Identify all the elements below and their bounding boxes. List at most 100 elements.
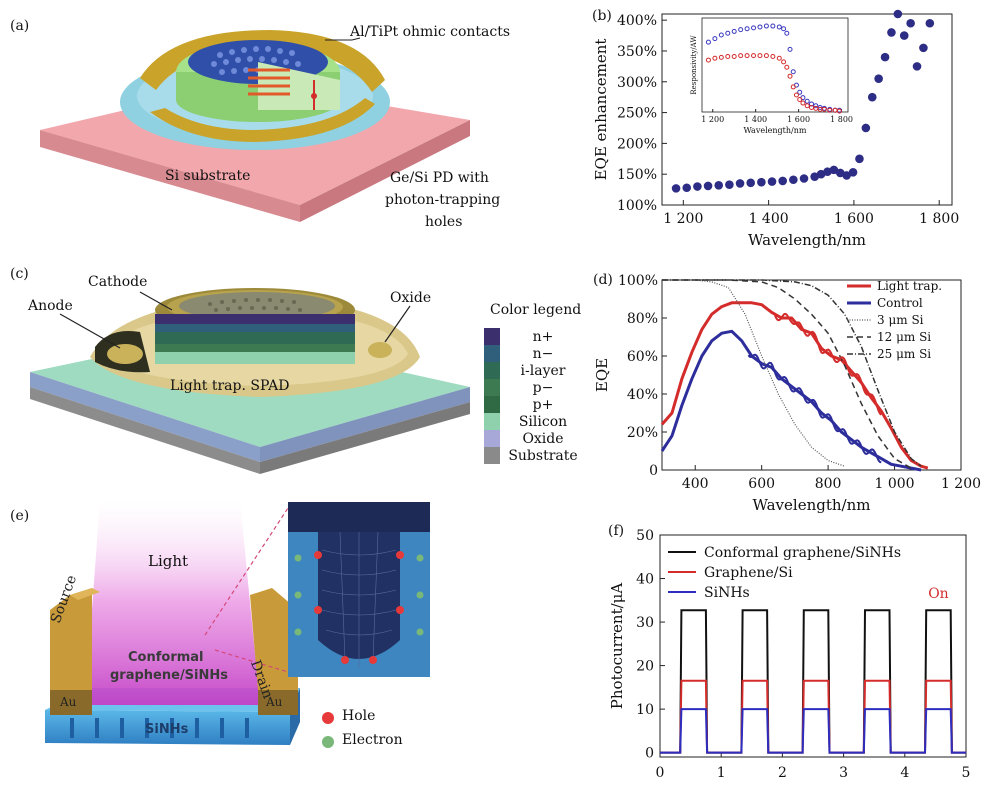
inset-data-point [790, 69, 796, 75]
series-line [662, 279, 912, 469]
data-point [778, 176, 787, 186]
series-line [660, 301, 929, 470]
data-point [848, 168, 858, 177]
panel-e-illustration [45, 500, 430, 748]
color-legend-label: p+ [532, 396, 554, 413]
color-legend-label: n− [532, 345, 554, 362]
inset-data-point [784, 30, 790, 36]
y-tick-label: 50 [636, 528, 654, 544]
inset-data-point [781, 59, 787, 65]
data-point [671, 184, 681, 193]
y-axis-label: Photocurrent/μA [608, 583, 626, 710]
y-tick-label: 100% [617, 198, 657, 214]
inset-data-point [821, 106, 827, 112]
inset-data-point [776, 55, 782, 61]
legend-label: Light trap. [877, 279, 942, 293]
color-legend-item: Silicon [484, 413, 582, 430]
inset-data-point [731, 28, 737, 34]
data-point [867, 92, 877, 102]
color-legend-item: p+ [484, 396, 582, 413]
au-label-right: Au [266, 695, 283, 709]
color-legend-swatch [484, 362, 500, 379]
data-point [880, 52, 890, 62]
inset-data-point [763, 53, 769, 59]
data-point [912, 62, 922, 71]
data-point [703, 181, 713, 191]
data-point [842, 171, 851, 180]
color-legend: n+ n− i-layer p− p+ Silicon Oxide Substrate [484, 328, 582, 464]
panel-e-label: (e) [10, 508, 30, 524]
panel-f-label: (f) [608, 523, 625, 539]
inset-data-point [770, 23, 776, 29]
chart-b-frame [661, 13, 953, 206]
hole-dot [322, 712, 334, 724]
panel-a-illustration [40, 30, 470, 222]
data-point [855, 154, 864, 164]
chart-d-frame [661, 279, 962, 471]
panel-b: (b) 100% 150% 200% 250% 300% 350% 400% 1 200 1 4… [580, 0, 981, 255]
inset-y-axis-label: Responsivity/AW [690, 35, 698, 95]
color-legend-swatch [484, 396, 500, 413]
data-point [829, 165, 839, 175]
x-tick-label: 1 400 [749, 211, 789, 227]
x-tick-label: 2 [778, 765, 787, 781]
chart-b: 100% 150% 200% 250% 300% 350% 400% 1 200 1 400 1 … [592, 9, 959, 249]
color-legend-item: n+ [484, 328, 582, 345]
pd-label-line2: photon-trapping [385, 192, 501, 208]
color-legend-swatch [484, 413, 500, 430]
color-legend-item: i-layer [484, 362, 582, 379]
y-tick-label: 20 [636, 659, 654, 675]
panel-f: (f) 0 10 20 30 40 50 0 1 2 3 4 5 Photocurrent/μA Conf… [600, 515, 981, 787]
data-point [757, 177, 766, 187]
inset-data-point [705, 57, 711, 63]
legend-label: SiNHs [704, 585, 750, 601]
inset-data-point [770, 53, 776, 59]
legend-label: Graphene/Si [704, 565, 793, 581]
inset-data-point [718, 54, 724, 60]
light-label: Light [148, 552, 189, 570]
y-axis-label: EQE [593, 358, 611, 392]
color-legend-item: Oxide [484, 430, 582, 447]
inset-data-point [738, 27, 744, 33]
data-point [799, 174, 809, 183]
y-tick-label: 40 [636, 572, 654, 588]
y-tick-label: 250% [617, 106, 657, 122]
data-point [899, 31, 909, 40]
color-legend-label: i-layer [520, 362, 566, 379]
inset-data-point [712, 55, 718, 61]
panel-d-label: (d) [593, 272, 613, 288]
data-point [887, 28, 896, 37]
inset-data-point [763, 23, 769, 29]
contacts-label: Al/TiPt ohmic contacts [350, 24, 511, 40]
color-legend-swatch [484, 328, 500, 345]
y-tick-label: 10 [636, 702, 654, 718]
x-tick-label: 1 800 [919, 211, 959, 227]
x-tick-label: 1 600 [834, 211, 874, 227]
y-tick-label: 400% [617, 13, 657, 29]
color-legend-label: p− [532, 379, 554, 396]
inset-data-point [836, 108, 842, 114]
electron-label: Electron [342, 732, 403, 748]
color-legend-swatch [484, 447, 500, 464]
panel-d: (d) 0 20% 40% 60% 80% 100% 400 600 800 1 000 1 200… [585, 262, 981, 522]
x-tick-label: 1 [717, 765, 726, 781]
color-legend-item: p− [484, 379, 582, 396]
inset-data-point [797, 96, 803, 102]
y-tick-label: 30 [636, 615, 654, 631]
y-tick-label: 200% [617, 136, 657, 152]
panel-c-illustration [30, 288, 470, 474]
series-fringes [774, 312, 882, 416]
anode-label: Anode [28, 298, 73, 314]
inset-data-point [751, 53, 757, 59]
inset-data-point [787, 46, 793, 52]
inset-data-point [718, 32, 724, 38]
panel-b-label: (b) [592, 8, 612, 24]
chart-f-frame [659, 534, 967, 758]
color-legend-label: n+ [532, 328, 554, 345]
color-legend-title: Color legend [490, 302, 582, 318]
inset-data-point [744, 53, 750, 59]
inset-data-point [804, 103, 810, 109]
inset-data-point [793, 92, 799, 98]
inset-data-point [781, 26, 787, 32]
inset-data-point [712, 36, 718, 42]
